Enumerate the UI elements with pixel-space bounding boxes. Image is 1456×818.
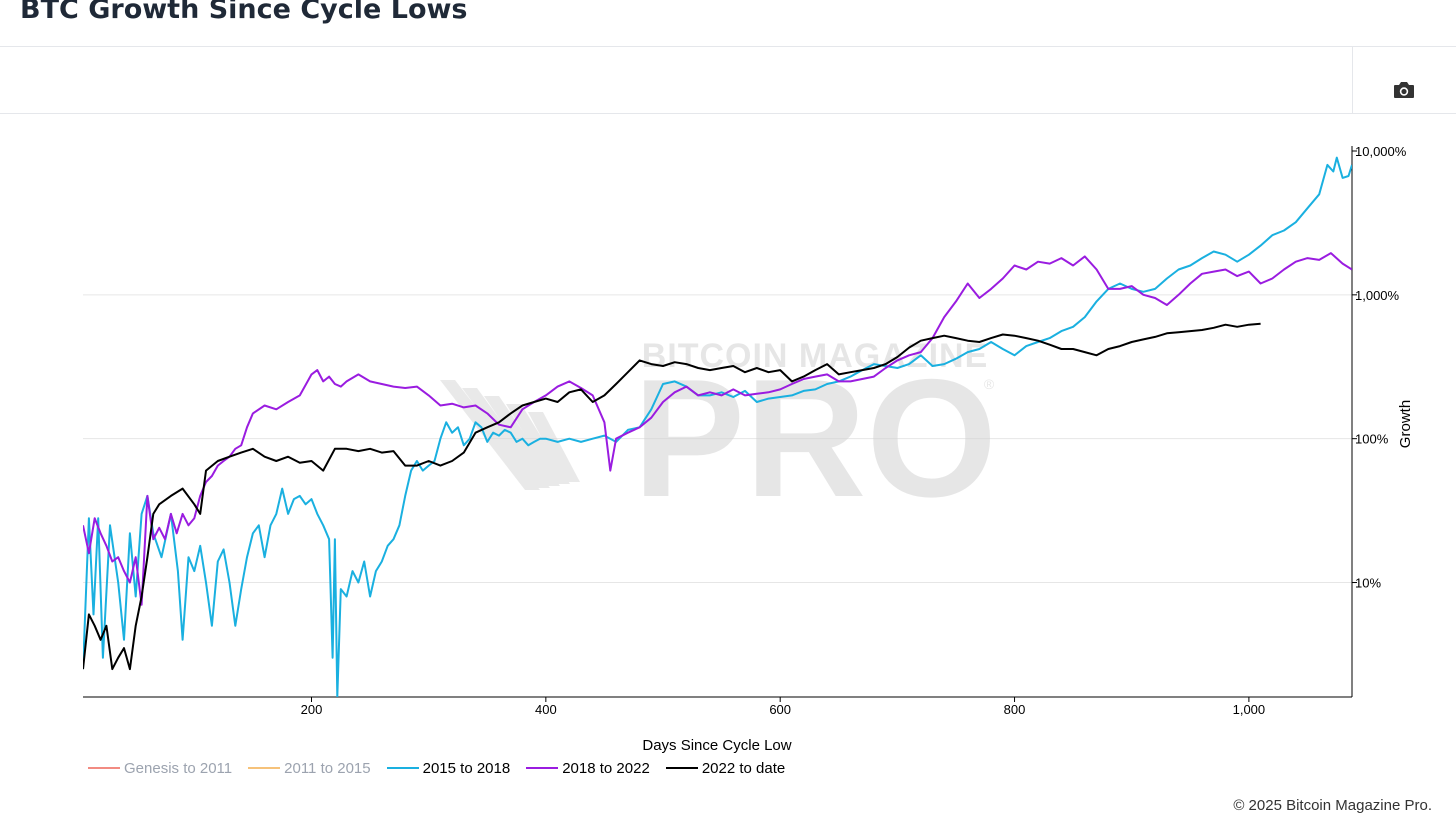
legend-swatch bbox=[88, 767, 120, 769]
x-axis-label: Days Since Cycle Low bbox=[642, 737, 792, 754]
legend-item-2011-to-2015[interactable]: 2011 to 2015 bbox=[248, 759, 371, 777]
watermark-reg: ® bbox=[984, 376, 995, 392]
x-tick-label: 800 bbox=[1004, 702, 1026, 717]
legend-item-2015-to-2018[interactable]: 2015 to 2018 bbox=[386, 759, 511, 777]
x-tick-label: 1,000 bbox=[1233, 702, 1266, 717]
legend-swatch bbox=[526, 767, 559, 769]
legend-label: 2018 to 2022 bbox=[562, 759, 650, 777]
legend-label: 2015 to 2018 bbox=[422, 759, 511, 777]
download-image-button[interactable] bbox=[1392, 79, 1416, 101]
x-tick-label: 400 bbox=[535, 702, 557, 717]
series-line-2018-to-2022 bbox=[83, 252, 1352, 606]
series-line-2015-to-2018 bbox=[83, 156, 1352, 697]
y-tick-label: 10,000% bbox=[1355, 144, 1407, 159]
legend-item-2018-to-2022[interactable]: 2018 to 2022 bbox=[526, 760, 650, 777]
legend-swatch bbox=[386, 767, 419, 769]
y-tick-label: 1,000% bbox=[1355, 288, 1400, 303]
watermark-stripe bbox=[528, 412, 580, 482]
y-tick-label: 100% bbox=[1355, 432, 1389, 447]
legend-item-2022-to-date[interactable]: 2022 to date bbox=[665, 759, 786, 777]
legend-label: Genesis to 2011 bbox=[124, 759, 233, 777]
header-divider bbox=[0, 46, 1456, 47]
legend-item-genesis-to-2011[interactable]: Genesis to 2011 bbox=[88, 760, 232, 777]
legend-label: 2011 to 2015 bbox=[284, 759, 371, 777]
legend-label: 2022 to date bbox=[701, 759, 786, 777]
page-title: BTC Growth Since Cycle Lows bbox=[20, 0, 468, 25]
camera-icon bbox=[1394, 82, 1414, 98]
copyright-text: © 2025 Bitcoin Magazine Pro. bbox=[1233, 797, 1432, 814]
watermark-stripe bbox=[462, 388, 550, 488]
legend-swatch bbox=[665, 767, 698, 769]
y-tick-label: 10% bbox=[1355, 576, 1381, 591]
chart-toolbar bbox=[0, 47, 1456, 114]
watermark-line2: PRO bbox=[633, 344, 997, 532]
x-tick-label: 200 bbox=[301, 702, 323, 717]
legend-swatch bbox=[248, 767, 281, 769]
y-axis-label: Growth bbox=[1397, 400, 1414, 448]
x-tick-label: 600 bbox=[769, 702, 791, 717]
toolbar-divider bbox=[1352, 47, 1353, 113]
chart-legend: Genesis to 2011 2011 to 2015 2015 to 2018 2… bbox=[88, 758, 801, 778]
watermark-stripe bbox=[506, 404, 570, 484]
series-line-2022-to-date bbox=[83, 322, 1261, 671]
